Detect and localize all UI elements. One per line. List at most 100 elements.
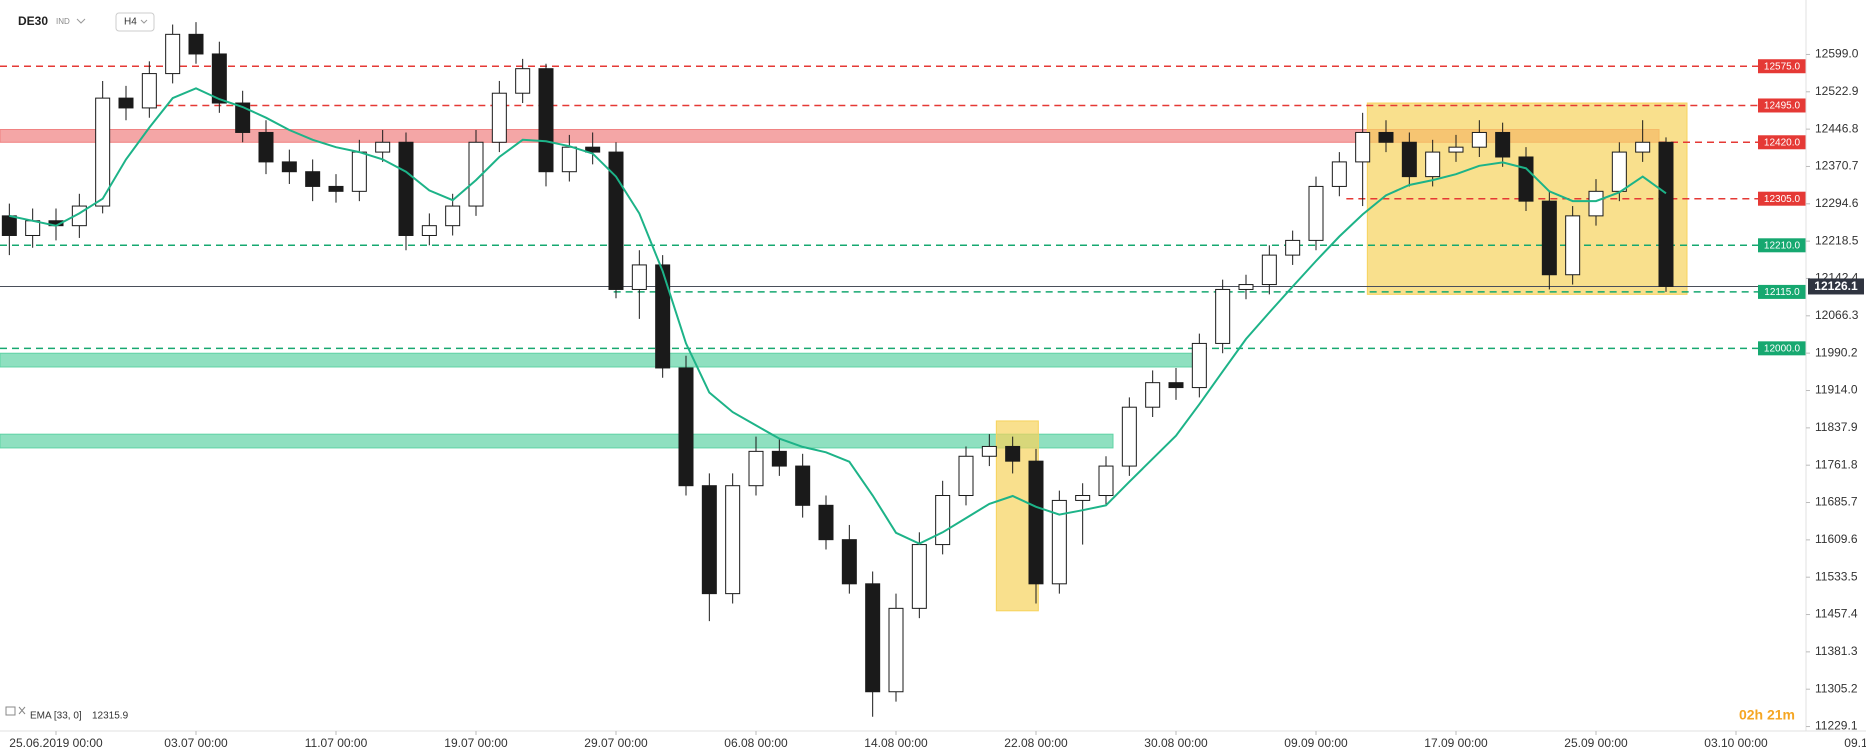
level-label-box <box>1758 341 1806 356</box>
candle-body <box>305 171 321 187</box>
market: IND <box>56 17 70 26</box>
x-tick-label: 06.08 00:00 <box>724 736 788 750</box>
candle-body <box>1308 185 1324 241</box>
candle-body <box>141 73 157 109</box>
x-tick-label: 03.10 00:00 <box>1704 736 1768 750</box>
candle-body <box>1611 151 1627 192</box>
x-tick-label: 19.07 00:00 <box>444 736 508 750</box>
zone <box>0 352 1198 368</box>
candle-body <box>1 215 17 236</box>
close-icon[interactable] <box>18 706 26 715</box>
candle-body <box>888 607 904 693</box>
candle-body <box>1098 465 1114 497</box>
candle-body <box>841 539 857 585</box>
candle-body <box>748 450 764 487</box>
x-tick-label: 30.08 00:00 <box>1144 736 1208 750</box>
overlay: 12575.0 12495.0 12420.0 12305.0 12210.0 12115… <box>1758 59 1806 356</box>
y-tick-label: 11837.9 <box>1815 420 1858 434</box>
candle-body <box>1588 190 1604 217</box>
candle-body <box>725 485 741 595</box>
dropdown-icon[interactable] <box>76 18 86 24</box>
level-label: 12210.0 <box>1764 240 1801 251</box>
x-tick-label: 14.08 00:00 <box>864 736 928 750</box>
y-tick-label: 11685.7 <box>1815 495 1858 509</box>
level-label-box <box>1758 59 1806 74</box>
ema-legend: EMA [33, 0] <box>30 711 82 722</box>
x-tick-label: 29.07 00:00 <box>584 736 648 750</box>
x-tick-label: 22.08 00:00 <box>1004 736 1068 750</box>
candle-body <box>585 146 601 153</box>
y-tick-label: 11381.3 <box>1815 644 1858 658</box>
levels <box>0 65 1806 350</box>
candle-body <box>1448 146 1464 153</box>
x-tick-label: 17.09 00:00 <box>1424 736 1488 750</box>
candle-body <box>771 450 787 467</box>
y-tick-label: 12522.9 <box>1815 84 1859 98</box>
candle-body <box>1191 342 1207 389</box>
timeframe-box[interactable] <box>115 12 155 32</box>
x-tick-label: 09.10 00:00 <box>1844 736 1866 750</box>
zone <box>0 433 1114 449</box>
candle-body <box>701 485 717 595</box>
candle-body <box>1075 495 1091 501</box>
candle-body <box>1261 254 1277 286</box>
y-tick-label: 12066.3 <box>1815 308 1859 322</box>
candle-body <box>445 205 461 227</box>
indicator-icon[interactable] <box>5 706 16 716</box>
candle-body <box>818 504 834 541</box>
candle-body <box>421 225 437 236</box>
level-label-box <box>1758 135 1806 150</box>
candles <box>1 22 1674 717</box>
y-tick-label: 12294.6 <box>1815 196 1859 210</box>
candle-body <box>1121 406 1137 467</box>
candle-body <box>1331 161 1347 187</box>
level-label: 12420.0 <box>1764 137 1801 148</box>
candle-body <box>1355 131 1371 163</box>
y-tick-label: 12446.8 <box>1815 121 1859 135</box>
x-tick-label: 25.09 00:00 <box>1564 736 1628 750</box>
level-label-box <box>1758 98 1806 113</box>
candle-body <box>538 68 554 173</box>
level-label-box <box>1758 284 1806 299</box>
candle-body <box>1238 284 1254 290</box>
current-price-box <box>1808 278 1864 295</box>
candle-body <box>25 220 41 236</box>
candle-body <box>281 161 297 173</box>
y-tick-label: 11914.0 <box>1815 383 1858 397</box>
candle-body <box>655 264 671 369</box>
candle-body <box>95 97 111 207</box>
candle-body <box>561 146 577 173</box>
symbol: DE30 <box>18 14 48 28</box>
candle-body <box>981 445 997 457</box>
candle-body <box>911 544 927 609</box>
y-tick-label: 12599.0 <box>1815 47 1859 61</box>
candle-body <box>258 131 274 163</box>
level-label-box <box>1758 238 1806 253</box>
candle-body <box>1168 382 1184 389</box>
level-label: 12575.0 <box>1764 61 1801 72</box>
candle-body <box>1005 445 1021 462</box>
candle-body <box>678 367 694 487</box>
candle-body <box>608 151 624 290</box>
candle-body <box>1518 156 1534 202</box>
level-label: 12305.0 <box>1764 194 1801 205</box>
candle-body <box>1378 131 1394 143</box>
candle-body <box>118 97 134 109</box>
y-tick-label: 11533.5 <box>1815 569 1858 583</box>
candle-body <box>958 455 974 497</box>
y-tick-label: 12370.7 <box>1815 159 1859 173</box>
dropdown-icon <box>140 19 148 24</box>
x-tick-label: 25.06.2019 00:00 <box>9 736 103 750</box>
candle-body <box>188 33 204 55</box>
x-tick-label: 11.07 00:00 <box>305 736 368 750</box>
candle-body <box>351 151 367 192</box>
candle-body <box>1471 131 1487 148</box>
candle-body <box>491 92 507 143</box>
candle-body <box>1145 382 1161 408</box>
candle-body <box>1285 239 1301 256</box>
x-tick-label: 09.09 00:00 <box>1284 736 1348 750</box>
timeframe[interactable]: H4 <box>124 17 137 28</box>
countdown: 02h 21m <box>1739 707 1795 723</box>
